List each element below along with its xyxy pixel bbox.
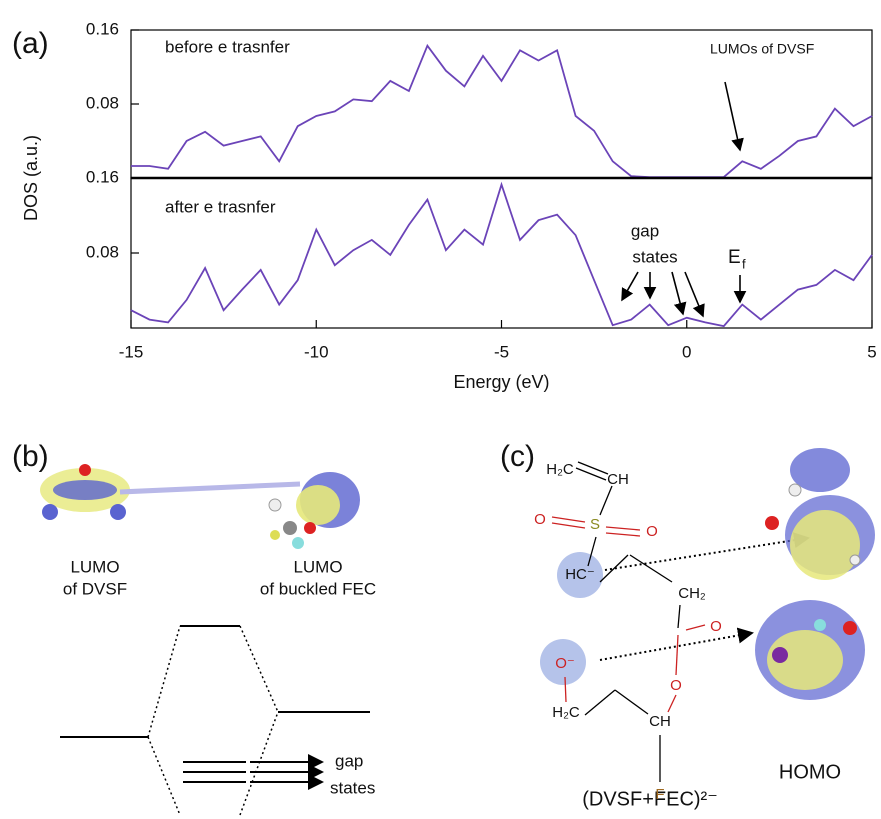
panel-label: (a) (12, 27, 49, 60)
orbital-label: of DVSF (63, 579, 127, 598)
atom-label: O (710, 618, 722, 635)
orbital-label: LUMO (293, 557, 342, 576)
x-tick-label: 0 (682, 342, 691, 361)
gap-states-label: gap (335, 751, 363, 770)
annotation: states (632, 247, 677, 266)
x-tick-label: -10 (304, 342, 329, 361)
highlight (540, 639, 586, 685)
y-tick-label: 0.16 (86, 167, 119, 186)
x-axis-label: Energy (eV) (453, 372, 549, 392)
panel-label: (c) (500, 440, 535, 473)
fermi-label: E (728, 247, 741, 268)
bonds (551, 461, 706, 782)
panel-label: (b) (12, 440, 49, 473)
homo-orbital (755, 448, 875, 700)
atom-label: CH (607, 471, 629, 488)
formula: (DVSF+FEC)²⁻ (582, 788, 718, 810)
y-axis-label: DOS (a.u.) (21, 135, 41, 221)
atom-label: O (646, 523, 658, 540)
dos-line (130, 181, 873, 328)
atom-label: H₂C (552, 704, 580, 721)
y-tick-label: 0.08 (86, 93, 119, 112)
atom-label: O⁻ (555, 655, 575, 672)
annotation: gap (631, 221, 659, 240)
y-tick-label: 0.16 (86, 19, 119, 38)
atom-label: CH (649, 713, 671, 730)
connector (119, 481, 301, 495)
annotation: after e trasnfer (165, 197, 276, 216)
y-tick-label: 0.08 (86, 242, 119, 261)
gap-states-label: states (330, 778, 375, 797)
atom-label: H₂C (546, 461, 574, 478)
atom-label: O (534, 511, 546, 528)
dotted-arrows (599, 532, 810, 661)
orbital-label: of buckled FEC (260, 579, 376, 598)
x-tick-label: -5 (494, 342, 509, 361)
orbital-label: LUMO (70, 557, 119, 576)
lumo-fec-orbital (268, 472, 360, 549)
x-tick-label: -15 (119, 342, 144, 361)
lumo-dvsf-orbital (40, 464, 130, 520)
fermi-label-subscript: f (742, 256, 746, 271)
annotation: LUMOs of DVSF (710, 41, 814, 57)
annotation-arrows (621, 81, 747, 318)
atom-label: CH₂ (678, 585, 706, 602)
atom-label: O (670, 677, 682, 694)
x-tick-label: 5 (867, 342, 876, 361)
homo-label: HOMO (779, 761, 841, 783)
atom-label: S (590, 516, 600, 533)
atom-label: HC⁻ (565, 566, 595, 583)
atom-label: F (655, 786, 664, 803)
highlight (557, 552, 603, 598)
dos-line (131, 43, 873, 178)
energy-diagram (60, 625, 370, 816)
annotation: before e trasnfer (165, 37, 290, 56)
